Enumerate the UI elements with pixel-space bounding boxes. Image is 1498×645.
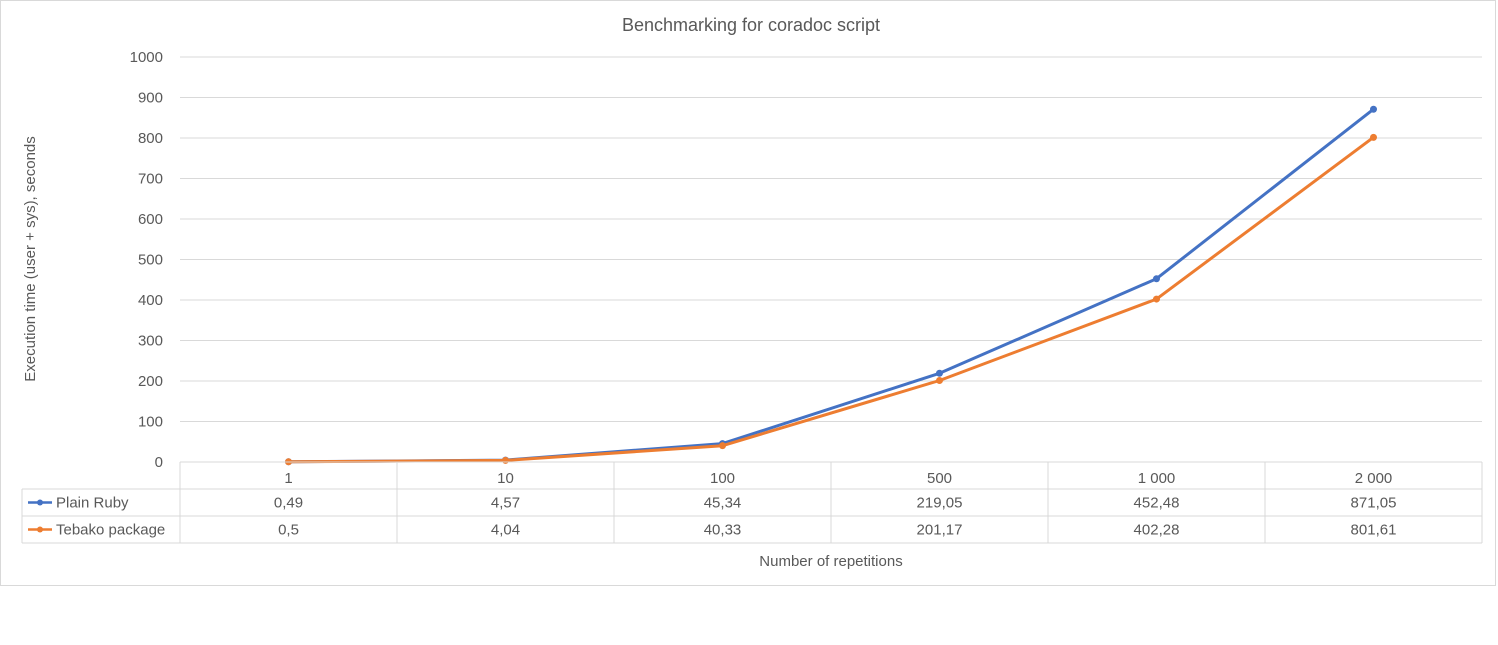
y-tick-label: 100 <box>138 414 163 431</box>
data-point <box>1370 133 1377 141</box>
data-table-value: 45,34 <box>704 495 742 512</box>
legend-label: Plain Ruby <box>56 495 129 512</box>
data-table-value: 452,48 <box>1134 495 1180 512</box>
data-point <box>936 377 943 385</box>
y-tick-label: 200 <box>138 373 163 390</box>
y-axis-title: Execution time (user + sys), seconds <box>22 136 39 382</box>
y-tick-label: 400 <box>138 292 163 309</box>
data-table-value: 0,49 <box>274 495 303 512</box>
x-tick-label: 500 <box>927 470 952 487</box>
data-point <box>1153 275 1160 283</box>
y-tick-label: 300 <box>138 333 163 350</box>
data-table-value: 871,05 <box>1351 495 1397 512</box>
data-point <box>719 442 726 450</box>
y-tick-label: 800 <box>138 130 163 147</box>
y-tick-label: 1000 <box>130 49 163 66</box>
data-point <box>1370 105 1377 113</box>
y-axis-ticks: 0 100 200 300 400 500 600 700 800 900 1000 <box>130 49 163 471</box>
gridlines <box>180 56 1482 422</box>
y-tick-label: 500 <box>138 252 163 269</box>
chart-title: Benchmarking for coradoc script <box>622 15 880 35</box>
x-tick-label: 100 <box>710 470 735 487</box>
x-axis-title: Number of repetitions <box>759 553 902 570</box>
data-table-value: 0,5 <box>278 522 299 539</box>
data-point <box>936 369 943 377</box>
x-tick-label: 1 000 <box>1138 470 1176 487</box>
x-tick-label: 1 <box>284 470 292 487</box>
legend-label: Tebako package <box>56 522 165 539</box>
data-table: 1 10 100 500 1 000 2 000 Plain Ruby 0,49 4,57 45,… <box>21 461 1483 544</box>
y-tick-label: 0 <box>155 454 163 471</box>
y-tick-label: 600 <box>138 211 163 228</box>
series-lines <box>285 105 1377 466</box>
x-tick-label: 2 000 <box>1355 470 1393 487</box>
series-line <box>287 107 1375 464</box>
data-point <box>502 456 509 464</box>
data-point <box>1153 295 1160 303</box>
data-table-value: 4,04 <box>491 522 520 539</box>
legend-key <box>28 526 52 533</box>
data-table-value: 40,33 <box>704 522 742 539</box>
x-tick-label: 10 <box>497 470 514 487</box>
data-table-value: 201,17 <box>917 522 963 539</box>
data-table-value: 219,05 <box>917 495 963 512</box>
data-table-value: 4,57 <box>491 495 520 512</box>
series-line <box>287 135 1375 464</box>
legend-key <box>28 499 52 506</box>
y-tick-label: 700 <box>138 171 163 188</box>
y-tick-label: 900 <box>138 90 163 107</box>
data-table-value: 801,61 <box>1351 522 1397 539</box>
data-table-value: 402,28 <box>1134 522 1180 539</box>
